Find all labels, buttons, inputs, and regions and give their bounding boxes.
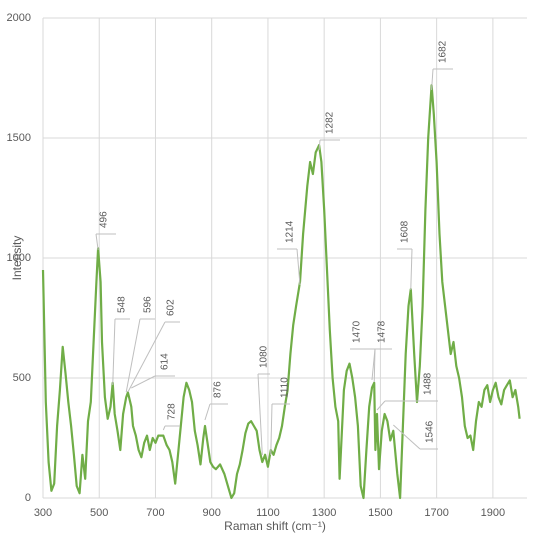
leader-line bbox=[393, 424, 421, 450]
peak-label: 1470 bbox=[352, 320, 363, 343]
x-tick-label: 900 bbox=[203, 507, 221, 519]
leader-line bbox=[127, 321, 166, 393]
leader-line bbox=[410, 248, 413, 291]
y-axis-label: Intensity bbox=[10, 236, 24, 281]
peak-label: 1682 bbox=[438, 40, 449, 63]
x-axis-label: Raman shift (cm⁻¹) bbox=[224, 519, 326, 533]
peak-label: 602 bbox=[166, 299, 177, 316]
leader-line bbox=[376, 400, 386, 411]
leader-line bbox=[257, 373, 263, 456]
peak-label: 1546 bbox=[425, 420, 436, 443]
y-tick-label: 500 bbox=[13, 372, 31, 384]
y-tick-label: 0 bbox=[25, 492, 31, 504]
y-tick-label: 1500 bbox=[7, 132, 31, 144]
peak-label: 1214 bbox=[285, 220, 296, 243]
peak-label: 876 bbox=[213, 381, 224, 398]
leader-line bbox=[131, 375, 156, 389]
leader-line bbox=[204, 403, 211, 421]
leader-line bbox=[373, 348, 376, 383]
x-tick-label: 1700 bbox=[424, 507, 448, 519]
peak-label: 596 bbox=[143, 296, 154, 313]
x-tick-label: 1900 bbox=[481, 507, 505, 519]
x-tick-label: 1100 bbox=[256, 507, 280, 519]
peak-label: 1488 bbox=[423, 372, 434, 395]
x-tick-label: 300 bbox=[34, 507, 52, 519]
leader-line bbox=[112, 318, 116, 386]
leader-line bbox=[270, 403, 273, 456]
leader-line bbox=[162, 425, 166, 431]
y-tick-label: 1000 bbox=[7, 252, 31, 264]
peak-label: 1080 bbox=[259, 345, 270, 368]
leader-line bbox=[125, 318, 141, 393]
peak-label: 1110 bbox=[280, 377, 291, 398]
x-tick-label: 1300 bbox=[312, 507, 336, 519]
x-tick-label: 700 bbox=[146, 507, 164, 519]
peak-label: 614 bbox=[160, 353, 171, 370]
spectrum-line bbox=[41, 84, 521, 500]
x-tick-label: 1500 bbox=[368, 507, 392, 519]
leader-line bbox=[296, 248, 301, 286]
peak-label: 548 bbox=[117, 296, 128, 313]
leader-line bbox=[95, 233, 99, 251]
leader-line bbox=[318, 139, 321, 151]
peak-label: 496 bbox=[99, 211, 110, 228]
y-tick-label: 2000 bbox=[7, 12, 31, 24]
leader-line bbox=[431, 68, 434, 91]
x-tick-label: 500 bbox=[90, 507, 108, 519]
peak-label: 1478 bbox=[377, 320, 388, 343]
peak-label: 1608 bbox=[400, 220, 411, 243]
peak-label: 728 bbox=[167, 403, 178, 420]
peak-label: 1282 bbox=[325, 111, 336, 134]
